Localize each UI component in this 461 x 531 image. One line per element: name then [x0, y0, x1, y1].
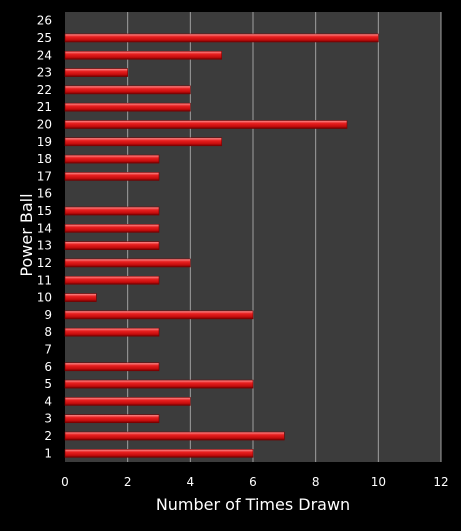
y-tick-label: 22 — [37, 83, 52, 97]
bar-powerball-15 — [64, 206, 160, 216]
bar-powerball-8 — [64, 327, 160, 337]
y-tick-label: 13 — [37, 239, 52, 253]
bar-powerball-20 — [64, 120, 348, 129]
y-tick-label: 16 — [37, 187, 52, 201]
y-tick-label: 11 — [37, 273, 52, 287]
bar-powerball-5 — [64, 379, 254, 389]
y-tick-label: 25 — [37, 31, 52, 45]
x-tick-label: 0 — [61, 475, 69, 489]
bar-powerball-25 — [64, 33, 379, 43]
y-tick-label: 12 — [37, 256, 52, 270]
bar-powerball-4 — [64, 397, 191, 406]
bar-powerball-17 — [64, 172, 160, 181]
y-tick-label: 14 — [37, 221, 52, 235]
bar-powerball-14 — [64, 224, 160, 233]
y-axis-title: Power Ball — [17, 193, 36, 276]
bar-powerball-1 — [64, 449, 254, 458]
bar-powerball-12 — [64, 258, 191, 268]
bar-powerball-10 — [64, 293, 97, 302]
y-tick-label: 10 — [37, 291, 52, 305]
x-tick-label: 6 — [249, 475, 257, 489]
y-tick-label: 26 — [37, 14, 52, 28]
x-axis-title: Number of Times Drawn — [156, 495, 350, 514]
y-tick-label: 19 — [37, 135, 52, 149]
bars — [64, 33, 379, 458]
bar-powerball-19 — [64, 137, 222, 147]
y-tick-label: 23 — [37, 66, 52, 80]
bar-powerball-23 — [64, 68, 128, 77]
x-tick-labels: 0 2 4 6 8 10 12 — [61, 475, 448, 489]
x-tick-label: 12 — [433, 475, 448, 489]
x-tick-label: 2 — [124, 475, 132, 489]
bar-powerball-11 — [64, 275, 160, 285]
y-tick-labels: 1234567891011121314151617181920212223242… — [37, 14, 52, 461]
y-tick-label: 1 — [44, 446, 52, 460]
y-tick-label: 4 — [44, 394, 52, 408]
bar-powerball-3 — [64, 414, 160, 424]
bar-powerball-21 — [64, 102, 191, 112]
y-tick-label: 20 — [37, 118, 52, 132]
bar-powerball-13 — [64, 241, 160, 250]
y-tick-label: 24 — [37, 48, 52, 62]
bar-powerball-6 — [64, 362, 160, 372]
y-tick-label: 2 — [44, 429, 52, 443]
x-tick-label: 10 — [371, 475, 386, 489]
y-tick-label: 21 — [37, 100, 52, 114]
y-tick-label: 8 — [44, 325, 52, 339]
bar-powerball-9 — [64, 310, 254, 320]
y-tick-label: 3 — [44, 412, 52, 426]
y-tick-label: 18 — [37, 152, 52, 166]
x-tick-label: 8 — [312, 475, 320, 489]
bar-powerball-22 — [64, 85, 191, 95]
bar-powerball-18 — [64, 154, 160, 164]
y-tick-label: 5 — [44, 377, 52, 391]
x-tick-label: 4 — [187, 475, 195, 489]
y-tick-label: 15 — [37, 204, 52, 218]
y-tick-label: 17 — [37, 169, 52, 183]
y-tick-label: 9 — [44, 308, 52, 322]
bar-powerball-24 — [64, 50, 222, 60]
y-tick-label: 6 — [44, 360, 52, 374]
bar-powerball-2 — [64, 431, 285, 441]
y-tick-label: 7 — [44, 343, 52, 357]
